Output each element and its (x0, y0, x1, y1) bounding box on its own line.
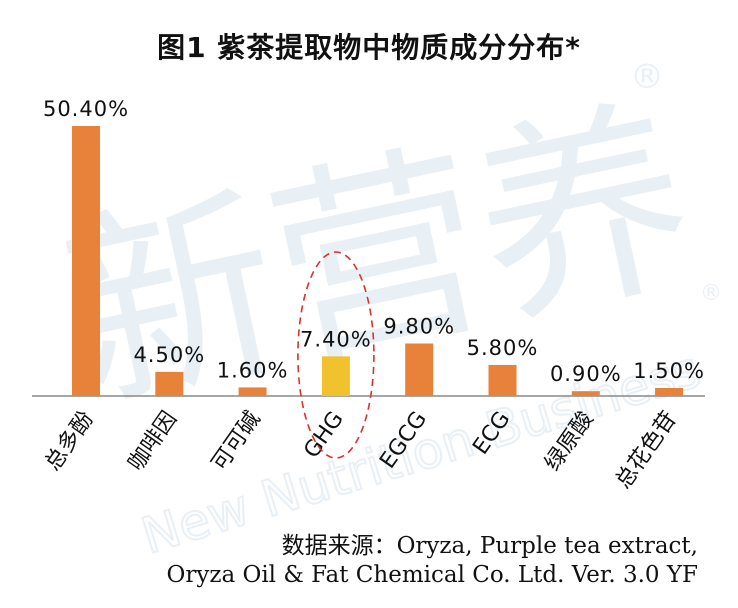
bar-8 (655, 387, 684, 396)
value-label-7: 0.90% (550, 362, 622, 386)
bar-3 (238, 387, 267, 396)
bar-4 (321, 356, 350, 396)
highlight-ellipse (297, 251, 375, 459)
bars-group (72, 126, 684, 396)
watermark: 新营养 New Nutrition Business ® ® (45, 57, 722, 566)
value-label-6: 5.80% (467, 336, 539, 360)
chart-title: 图1 紫茶提取物中物质成分分布* (157, 31, 581, 64)
value-label-5: 9.80% (383, 315, 455, 339)
category-label-1: 总多酚 (41, 407, 99, 475)
watermark-registered-mark-2: ® (700, 281, 722, 306)
value-label-2: 4.50% (133, 343, 205, 367)
bar-6 (488, 364, 517, 396)
bar-2 (155, 371, 184, 396)
bar-5 (405, 343, 434, 396)
watermark-registered-mark-1: ® (630, 57, 664, 97)
value-label-8: 1.50% (633, 359, 705, 383)
value-label-1: 50.40% (43, 97, 129, 121)
bar-1 (72, 126, 100, 396)
value-label-4: 7.40% (300, 327, 372, 351)
source-line-1: 数据来源：Oryza, Purple tea extract, (281, 533, 698, 559)
source-line-2: Oryza Oil & Fat Chemical Co. Ltd. Ver. 3… (166, 562, 698, 588)
bar-7 (571, 391, 600, 396)
value-labels-group: 50.40% 4.50% 1.60% 7.40% 9.80% 5.80% 0.90% 1.50… (43, 97, 705, 386)
value-label-3: 1.60% (217, 358, 289, 382)
